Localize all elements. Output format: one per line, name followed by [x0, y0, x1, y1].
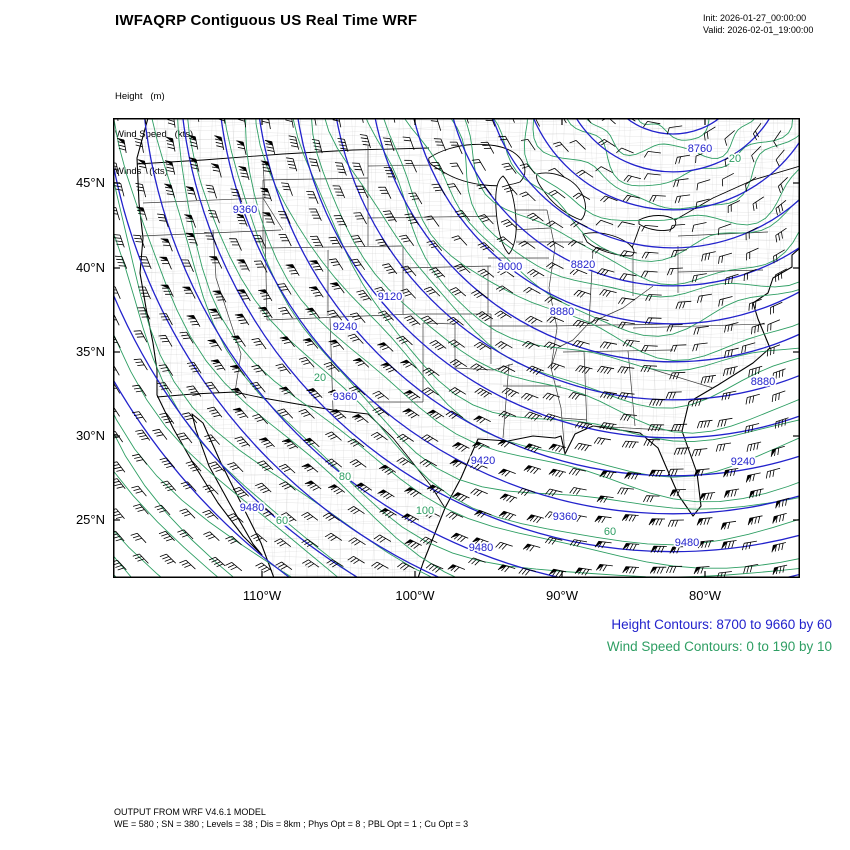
wind-barbs	[113, 118, 790, 578]
svg-text:80: 80	[339, 471, 351, 483]
page-title: IWFAQRP Contiguous US Real Time WRF	[115, 12, 418, 29]
lat-tick-label: 35°N	[75, 344, 105, 359]
caption-height-contours: Height Contours: 8700 to 9660 by 60	[611, 617, 832, 632]
svg-text:20: 20	[729, 153, 741, 165]
lon-tick-label: 110°W	[242, 588, 282, 603]
svg-text:60: 60	[276, 515, 288, 527]
coastline	[136, 118, 800, 578]
svg-text:9480: 9480	[675, 537, 699, 549]
height-contours	[113, 118, 800, 578]
svg-text:20: 20	[314, 372, 326, 384]
svg-text:8760: 8760	[688, 143, 712, 155]
wind-speed-contours	[113, 118, 800, 578]
svg-text:8880: 8880	[751, 376, 775, 388]
svg-text:9360: 9360	[233, 204, 257, 216]
contour-captions: Height Contours: 8700 to 9660 by 60 Wind…	[607, 614, 832, 658]
svg-text:9240: 9240	[333, 321, 357, 333]
model-footer: OUTPUT FROM WRF V4.6.1 MODEL WE = 580 ; …	[114, 806, 468, 830]
svg-text:9480: 9480	[240, 502, 264, 514]
init-time: Init: 2026-01-27_00:00:00	[703, 13, 807, 23]
svg-text:9240: 9240	[731, 456, 755, 468]
lat-tick-label: 30°N	[75, 428, 105, 443]
lat-tick-label: 25°N	[75, 512, 105, 527]
lat-tick-label: 40°N	[75, 260, 105, 275]
axis-ticks	[113, 118, 800, 578]
map-panel: 8760 9360 9000 8820 8880 9120 9240 9360 8880 9240…	[113, 118, 800, 578]
svg-text:8880: 8880	[550, 306, 574, 318]
lon-tick-label: 90°W	[546, 588, 578, 603]
svg-text:9420: 9420	[471, 455, 495, 467]
weather-map: 8760 9360 9000 8820 8880 9120 9240 9360 8880 9240…	[113, 118, 800, 578]
caption-windspeed-contours: Wind Speed Contours: 0 to 190 by 10	[606, 639, 832, 654]
svg-text:9360: 9360	[553, 511, 577, 523]
great-lakes	[428, 143, 677, 257]
svg-text:60: 60	[604, 526, 616, 538]
svg-text:8820: 8820	[571, 259, 595, 271]
svg-text:9480: 9480	[469, 542, 493, 554]
county-texture	[137, 118, 800, 578]
footer-line2: WE = 580 ; SN = 380 ; Levels = 38 ; Dis …	[114, 819, 469, 829]
contour-labels: 8760 9360 9000 8820 8880 9120 9240 9360 8880 9240…	[231, 141, 777, 556]
svg-text:100: 100	[416, 505, 434, 517]
valid-time: Valid: 2026-02-01_19:00:00	[703, 24, 814, 35]
svg-text:9000: 9000	[498, 261, 522, 273]
lon-tick-label: 80°W	[689, 588, 721, 603]
run-times: Init: 2026-01-27_00:00:00 Valid: 2026-02…	[703, 13, 813, 36]
map-frame	[113, 118, 800, 578]
footer-line1: OUTPUT FROM WRF V4.6.1 MODEL	[114, 807, 266, 817]
svg-text:9360: 9360	[333, 391, 357, 403]
legend-height: Height (m)	[115, 91, 165, 102]
lat-tick-label: 45°N	[75, 175, 105, 190]
lon-tick-label: 100°W	[395, 588, 435, 603]
svg-text:9120: 9120	[378, 291, 402, 303]
